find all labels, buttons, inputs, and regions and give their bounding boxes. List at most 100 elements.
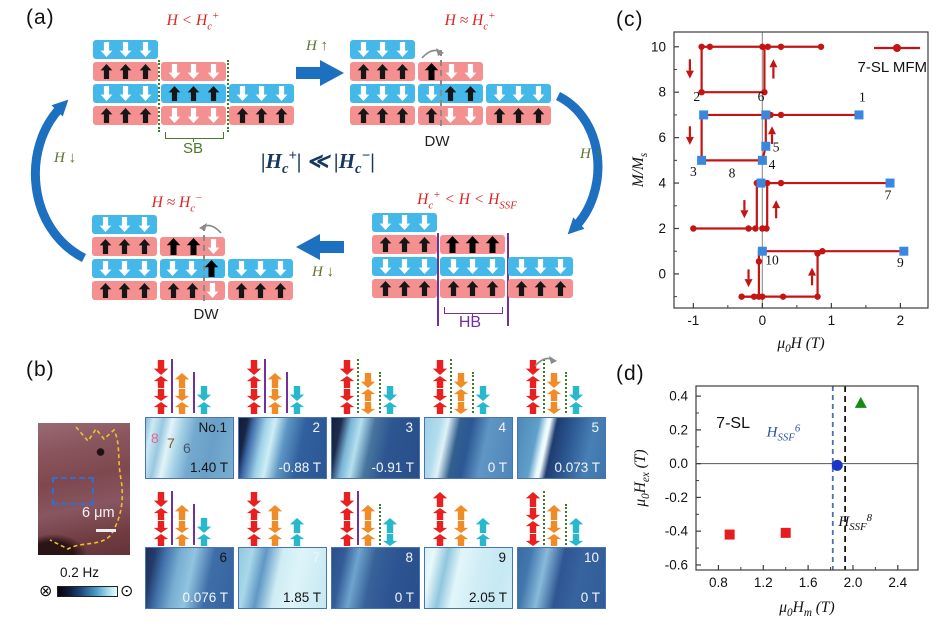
spin-arrow-down — [432, 360, 448, 375]
mfm-image-3: 3 -0.91 T — [331, 417, 420, 479]
layer-bar — [228, 259, 293, 278]
spin-arrow-up — [153, 534, 169, 546]
h-decrease-label-left: H ↓ — [53, 150, 77, 166]
spin-arrow-up — [360, 505, 376, 520]
spin-arrow-up — [525, 402, 541, 414]
layer-bar — [440, 279, 505, 298]
layer-bar — [418, 62, 483, 81]
domain-separator — [450, 359, 452, 413]
svg-text:2: 2 — [897, 313, 905, 328]
svg-text:HSSF8: HSSF8 — [837, 512, 872, 533]
spin-arrow-down — [246, 389, 262, 401]
mfm-frame-number: 3 — [405, 420, 413, 435]
spin-arrow-up — [525, 376, 541, 388]
mfm-image-10: 10 0 T — [517, 547, 606, 609]
spin-arrow-up — [196, 402, 212, 414]
spin-arrow-up — [289, 518, 305, 533]
spin-arrow-down — [255, 86, 268, 101]
spin-arrow-up — [568, 518, 584, 533]
svg-text:4: 4 — [658, 176, 666, 191]
exchange-field-chart: HSSF6 HSSF8 0.8 1.2 1.6 2.0 2.4 0.4 0.2 0.0 -0.2 -0… — [630, 362, 940, 629]
spin-arrow-down — [187, 108, 200, 123]
spin-arrow-up — [267, 534, 283, 546]
flip-curl-icon — [421, 48, 444, 59]
spin-arrow-down — [515, 259, 527, 274]
spin-arrow-up — [186, 283, 199, 298]
spin-arrow-up — [546, 389, 562, 401]
spin-arrow-up — [254, 283, 267, 298]
spin-arrow-down — [493, 86, 505, 101]
spin-arrow-down — [246, 492, 262, 507]
cycle-arrow-bottom-left — [296, 234, 344, 260]
spin-arrow-up — [398, 281, 411, 296]
svg-text:5: 5 — [773, 139, 780, 154]
spin-arrow-up — [274, 283, 286, 298]
field-condition-bottom-right: Hc+ < H < HSSF — [417, 189, 517, 212]
panel-b-letter: (b) — [26, 358, 55, 381]
panel-a-domain-cycle: H < Hc+ H ≈ Hc+ H ≈ Hc− Hc+ < H < HSSF |… — [0, 0, 610, 350]
layer-bar — [372, 235, 437, 254]
domain-separator — [285, 372, 288, 413]
spin-arrow-up — [525, 492, 541, 507]
spin-arrow-down — [100, 86, 112, 101]
panel-c-letter: (c) — [616, 8, 644, 31]
spin-config-diagram — [432, 358, 494, 414]
spin-arrow-down — [357, 86, 369, 101]
spin-arrow-up — [546, 534, 562, 546]
spin-arrow-up — [512, 108, 525, 123]
layer-bar — [508, 279, 573, 298]
spin-arrow-down — [99, 217, 111, 232]
spin-arrow-up — [464, 86, 476, 101]
svg-text:7-SL MFM: 7-SL MFM — [858, 59, 927, 76]
spin-arrow-up — [166, 238, 180, 255]
spin-arrow-up — [187, 86, 200, 101]
mfm-field-value: 0.076 T — [182, 590, 228, 605]
spin-arrow-up — [138, 239, 150, 254]
layer-bar — [93, 84, 158, 103]
svg-text:4: 4 — [769, 157, 776, 172]
spin-arrow-down — [512, 86, 525, 101]
spin-arrow-down — [119, 42, 132, 57]
spin-arrow-down — [267, 389, 283, 401]
domain-separator — [192, 504, 195, 545]
spin-arrow-down — [246, 521, 262, 533]
spin-arrow-up — [139, 108, 151, 123]
mfm-field-value: 0 T — [394, 590, 414, 605]
cycle-arrow-left-up — [30, 99, 87, 263]
spin-arrow-down — [174, 389, 190, 401]
region-thickness-label: 6 — [183, 440, 191, 456]
hidden-boundary-label: HB — [458, 314, 482, 331]
spin-arrow-up — [465, 236, 480, 253]
spin-arrow-down — [432, 389, 448, 401]
svg-text:2.0: 2.0 — [844, 575, 863, 590]
surface-boundary-label: SB — [182, 140, 203, 157]
spin-arrow-down — [453, 402, 469, 414]
flip-curl-icon — [534, 356, 557, 367]
domain-separator — [171, 359, 173, 413]
svg-text:2: 2 — [658, 221, 666, 236]
spin-arrow-down — [382, 386, 398, 401]
mfm-field-value: -0.91 T — [371, 460, 414, 475]
spin-arrow-down — [246, 360, 262, 375]
svg-text:HSSF6: HSSF6 — [766, 423, 801, 444]
svg-text:2: 2 — [693, 89, 700, 104]
spin-arrow-down — [139, 86, 151, 101]
layer-bar — [418, 84, 483, 103]
spin-arrow-up — [119, 64, 132, 79]
layer-bar — [92, 237, 157, 256]
mfm-field-value: 0.073 T — [554, 460, 600, 475]
layer-bar — [418, 106, 483, 125]
field-condition-top-right: H ≈ Hc+ — [444, 10, 496, 33]
layer-bar — [372, 213, 437, 232]
layer-bar — [160, 237, 225, 256]
optical-microscope-image: 6 μm — [38, 423, 130, 555]
panel-d-letter: (d) — [616, 362, 645, 385]
domain-separator — [357, 491, 359, 545]
scale-bar — [96, 529, 116, 532]
spin-arrow-up — [424, 63, 439, 80]
layer-bar — [350, 62, 415, 81]
spin-arrow-up — [236, 108, 248, 123]
spin-arrow-up — [139, 64, 151, 79]
spin-arrow-down — [376, 42, 389, 57]
spin-arrow-up — [379, 237, 391, 252]
